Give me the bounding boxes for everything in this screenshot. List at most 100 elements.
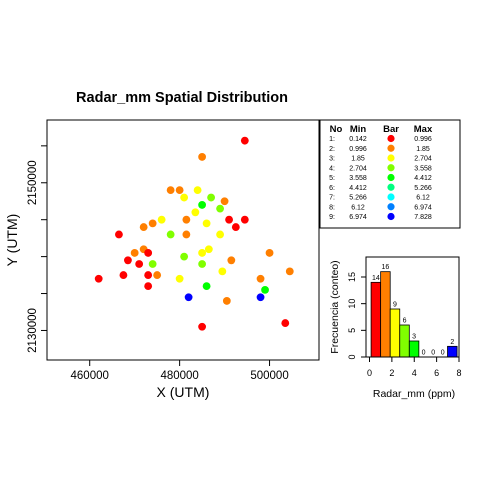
legend-row-no: 1: <box>329 136 335 143</box>
histogram-y-tick-label: 10 <box>347 299 357 309</box>
histogram-bar-count: 0 <box>422 350 426 357</box>
scatter-panel: Radar_mm Spatial Distribution 460000 4800… <box>4 90 320 400</box>
scatter-plot-frame <box>46 119 320 361</box>
scatter-point <box>218 267 227 276</box>
scatter-point <box>198 153 207 161</box>
scatter-point <box>261 285 269 294</box>
histogram-bar <box>389 308 401 358</box>
histogram-bar <box>380 271 391 358</box>
histogram-y-tick-label: 0 <box>347 354 357 359</box>
scatter-point <box>240 136 249 145</box>
legend-row-min: 5.266 <box>349 195 367 202</box>
legend-row-swatch <box>387 203 395 211</box>
scatter-point <box>198 249 207 257</box>
histogram-x-tick-label: 2 <box>389 368 394 378</box>
legend-row-swatch <box>387 173 395 182</box>
legend-header-bar: Bar <box>383 124 399 135</box>
legend-rows: 1: 0.142 0.996 2: 0.996 1.85 3: 1.85 2.704 4: 2.70… <box>329 134 432 221</box>
scatter-point <box>148 260 157 268</box>
legend-row-no: 7: <box>329 195 335 202</box>
scatter-point <box>166 230 175 239</box>
scatter-point <box>216 204 224 213</box>
histogram-y-tick-label: 5 <box>347 328 357 333</box>
scatter-point <box>157 215 166 224</box>
legend-row-min: 1.85 <box>351 156 365 163</box>
legend-row-swatch <box>387 154 395 162</box>
histogram-bar <box>447 345 458 358</box>
histogram-x-tick-label: 4 <box>412 368 417 378</box>
histogram-bar <box>399 324 410 358</box>
legend-row-max: 5.266 <box>414 185 432 192</box>
scatter-point <box>115 230 123 239</box>
scatter-point <box>207 193 215 202</box>
scatter-point <box>144 282 153 291</box>
histogram-bar-count: 0 <box>441 350 445 357</box>
legend-row-max: 7.828 <box>414 214 432 221</box>
histogram-bar <box>370 281 382 358</box>
scatter-point <box>144 271 153 279</box>
legend-row-swatch <box>387 212 395 221</box>
legend-row-swatch <box>387 183 395 191</box>
histogram-bar-count: 2 <box>450 339 454 346</box>
scatter-point <box>202 282 211 291</box>
scatter-point <box>227 256 236 265</box>
histogram-x-tick-label: 0 <box>367 368 372 378</box>
scatter-x-axis-label: X (UTM) <box>157 384 210 400</box>
histogram-bar-count: 14 <box>372 275 380 282</box>
histogram-y-tick-label: 15 <box>347 272 357 282</box>
scatter-y-tick-label: 2150000 <box>27 160 39 205</box>
legend-row-min: 6.974 <box>349 214 367 221</box>
scatter-point <box>175 274 184 283</box>
scatter-point <box>220 197 229 206</box>
class-legend: No Min Bar Max 1: 0.142 0.996 2: 0.996 1.85 3:… <box>319 119 461 229</box>
histogram-y-axis: 0 5 10 15 <box>347 272 367 360</box>
scatter-x-tick-label: 500000 <box>250 370 288 382</box>
legend-row-no: 5: <box>329 175 335 182</box>
histogram-bar <box>408 340 420 358</box>
scatter-point <box>139 223 148 231</box>
scatter-y-axis-label: Y (UTM) <box>4 214 20 267</box>
legend-row-max: 6.12 <box>416 195 430 202</box>
histogram-x-axis-label: Radar_mm (ppm) <box>373 388 455 400</box>
legend-row-max: 1.85 <box>416 146 430 153</box>
scatter-point <box>144 249 153 257</box>
legend-row-no: 8: <box>329 204 335 211</box>
legend-row-max: 6.974 <box>414 204 432 211</box>
scatter-title: Radar_mm Spatial Distribution <box>76 90 288 106</box>
legend-row-min: 6.12 <box>351 204 365 211</box>
scatter-point <box>216 230 224 239</box>
scatter-point <box>124 256 132 265</box>
legend-header-no: No <box>330 124 343 135</box>
scatter-point <box>222 297 231 305</box>
scatter-point <box>202 219 211 228</box>
scatter-x-tick-label: 460000 <box>71 370 109 382</box>
histogram-bar-count: 6 <box>403 318 407 325</box>
scatter-point <box>182 230 191 239</box>
scatter-point <box>281 319 290 327</box>
scatter-point <box>184 293 193 302</box>
scatter-point <box>198 260 207 268</box>
legend-row-no: 3: <box>329 156 335 163</box>
legend-row-min: 4.412 <box>349 185 367 192</box>
legend-header-min: Min <box>350 124 367 135</box>
legend-row-max: 2.704 <box>414 156 432 163</box>
histogram-bar-count: 16 <box>382 264 390 271</box>
scatter-point <box>265 249 274 257</box>
histogram-bar-count: 0 <box>431 350 435 357</box>
histogram-bar-count: 3 <box>412 334 416 341</box>
scatter-point <box>153 271 162 279</box>
legend-row-no: 2: <box>329 146 335 153</box>
histogram-x-tick-label: 6 <box>434 368 439 378</box>
scatter-point <box>135 260 144 268</box>
scatter-point <box>130 249 139 257</box>
legend-row-min: 3.558 <box>349 175 367 182</box>
legend-row-max: 0.996 <box>414 136 432 143</box>
scatter-point <box>225 215 233 224</box>
scatter-point <box>198 201 207 209</box>
scatter-point <box>193 186 202 195</box>
scatter-point <box>204 245 213 254</box>
scatter-points <box>94 136 294 331</box>
